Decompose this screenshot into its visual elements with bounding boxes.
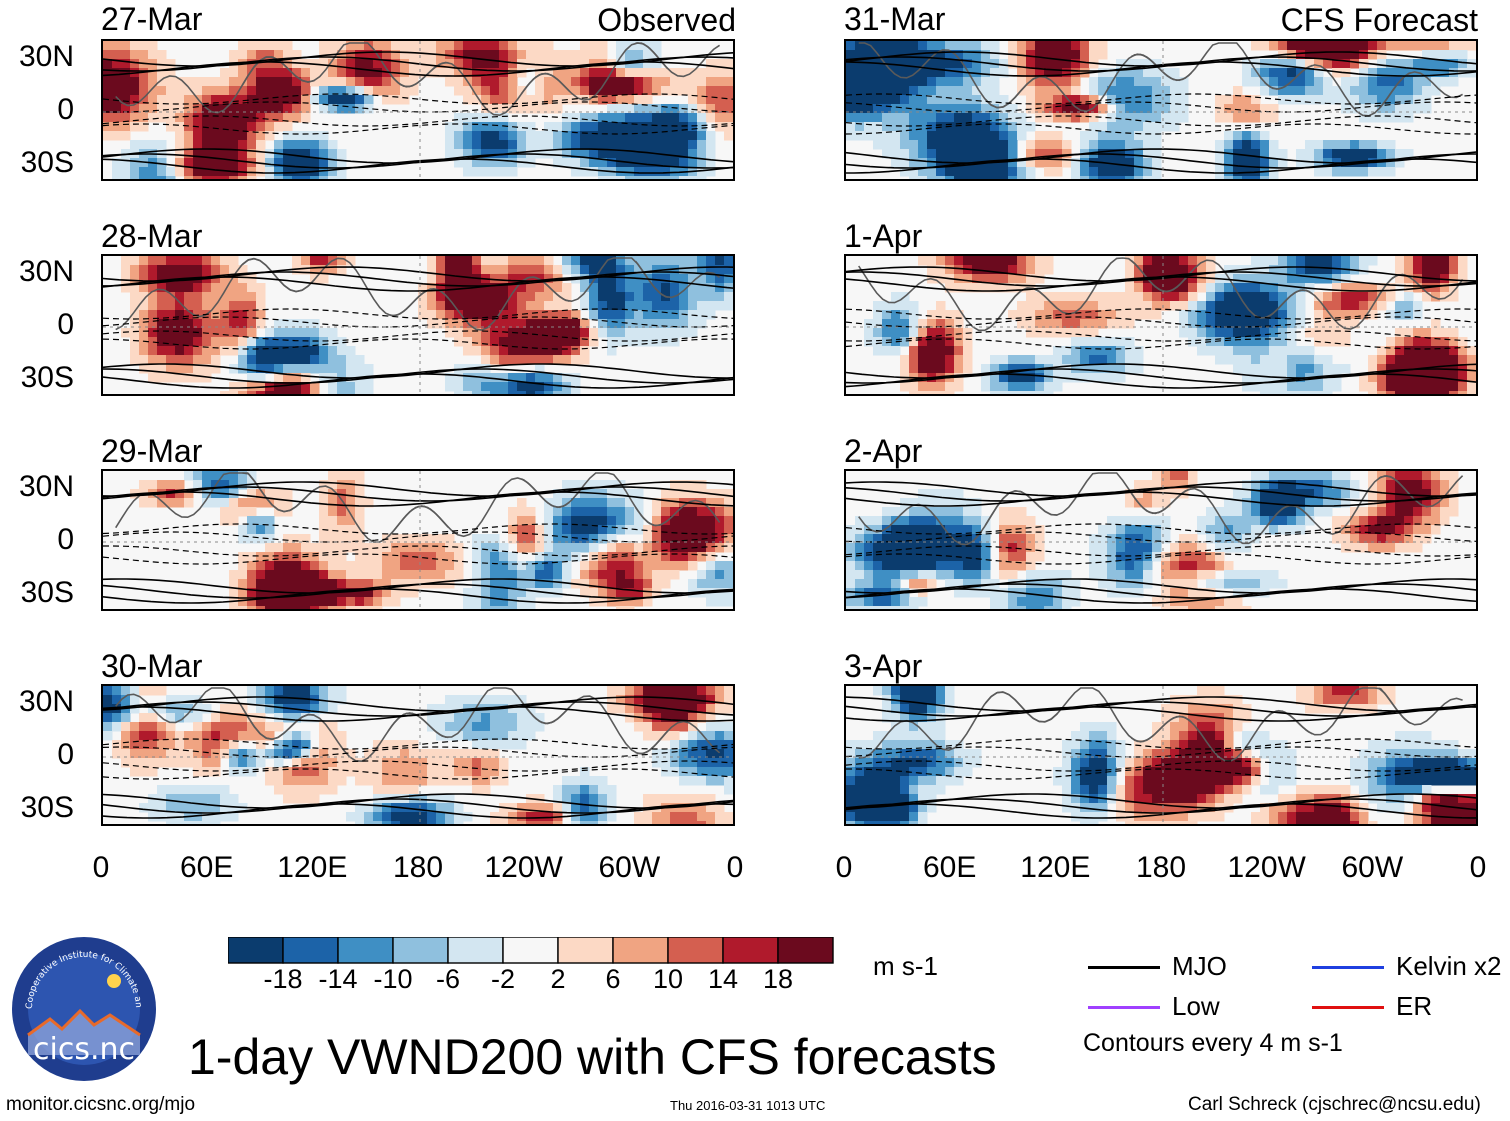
- lat-tick-label: 0: [57, 93, 74, 126]
- colorbar-tick-label: -10: [373, 964, 413, 994]
- lat-tick-label: 0: [57, 308, 74, 341]
- lon-tick-label: 60W: [1341, 851, 1404, 884]
- units-label: m s-1: [873, 951, 938, 981]
- lon-tick-label: 120E: [277, 851, 348, 884]
- colorbar-swatch: [777, 937, 834, 964]
- lat-tick-label: 30N: [18, 254, 74, 288]
- lon-tick-label: 180: [1135, 851, 1187, 884]
- lon-tick-label: 120W: [1227, 851, 1306, 884]
- map-panel-31-mar: [844, 39, 1478, 181]
- panel-date-label: 28-Mar: [101, 218, 203, 254]
- legend-line-kelvin-x2: [1312, 966, 1384, 969]
- colorbar-swatch: [612, 937, 669, 964]
- lon-tick-label: 120E: [1020, 851, 1091, 884]
- colorbar-swatch: [502, 937, 559, 964]
- lon-tick-label: 120W: [484, 851, 563, 884]
- panel-date-label: 29-Mar: [101, 433, 203, 469]
- map-panel-30-mar: [101, 684, 735, 826]
- colorbar-tick-label: 10: [652, 964, 684, 994]
- logo-text: cics.nc: [33, 1032, 135, 1067]
- observed-label: Observed: [597, 2, 736, 38]
- cicsnc-logo: Cooperative Institute for Climate and Sa…: [7, 928, 158, 1083]
- legend-line-low: [1088, 1006, 1160, 1009]
- map-panel-28-mar: [101, 254, 735, 396]
- lon-tick-label: 60E: [179, 851, 234, 884]
- website-link[interactable]: monitor.cicsnc.org/mjo: [6, 1094, 196, 1115]
- legend-label: Kelvin x2: [1396, 951, 1502, 981]
- lat-tick-label: 30S: [20, 361, 74, 395]
- map-panel-27-mar: [101, 39, 735, 181]
- colorbar-tick-label: 6: [605, 964, 621, 994]
- colorbar-swatch: [667, 937, 724, 964]
- colorbar-tick-label: -18: [263, 964, 303, 994]
- colorbar-tick-label: -2: [490, 964, 515, 994]
- lat-tick-label: 0: [57, 523, 74, 556]
- author-credit: Carl Schreck (cjschrec@ncsu.edu): [1188, 1094, 1481, 1115]
- colorbar-tick-label: 2: [550, 964, 566, 994]
- legend-line-mjo: [1088, 966, 1160, 969]
- legend-label: ER: [1396, 991, 1433, 1021]
- colorbar-swatch: [282, 937, 339, 964]
- lat-tick-label: 30S: [20, 791, 74, 825]
- lat-tick-label: 30S: [20, 146, 74, 180]
- panel-date-label: 27-Mar: [101, 1, 203, 37]
- contour-note: Contours every 4 m s-1: [1083, 1029, 1343, 1057]
- lat-tick-label: 30S: [20, 576, 74, 610]
- figure-title: 1-day VWND200 with CFS forecasts: [188, 1029, 997, 1085]
- lat-tick-label: 30N: [18, 39, 74, 73]
- lat-tick-label: 0: [57, 738, 74, 771]
- map-panel-3-apr: [844, 684, 1478, 826]
- panel-date-label: 2-Apr: [844, 433, 923, 469]
- colorbar-swatch: [392, 937, 449, 964]
- colorbar: [228, 937, 834, 964]
- colorbar-tick-label: -6: [435, 964, 460, 994]
- lon-tick-label: 0: [1469, 851, 1487, 884]
- lon-tick-label: 0: [835, 851, 853, 884]
- colorbar-tick-label: 14: [707, 964, 739, 994]
- panel-date-label: 3-Apr: [844, 648, 923, 684]
- lon-tick-label: 180: [392, 851, 444, 884]
- colorbar-tick-label: -14: [318, 964, 358, 994]
- map-panel-1-apr: [844, 254, 1478, 396]
- map-panel-2-apr: [844, 469, 1478, 611]
- lat-tick-label: 30N: [18, 469, 74, 503]
- colorbar-swatch: [722, 937, 779, 964]
- forecast-label: CFS Forecast: [1280, 2, 1478, 38]
- lon-tick-label: 60E: [922, 851, 977, 884]
- panel-date-label: 30-Mar: [101, 648, 203, 684]
- colorbar-swatch: [447, 937, 504, 964]
- legend-line-er: [1312, 1006, 1384, 1009]
- timestamp: Thu 2016-03-31 1013 UTC: [670, 1098, 826, 1113]
- colorbar-swatch: [228, 937, 284, 964]
- legend-label: MJO: [1172, 951, 1227, 981]
- panel-date-label: 31-Mar: [844, 1, 946, 37]
- lon-tick-label: 60W: [598, 851, 661, 884]
- panel-date-label: 1-Apr: [844, 218, 923, 254]
- legend-label: Low: [1172, 991, 1220, 1021]
- colorbar-swatch: [337, 937, 394, 964]
- lon-tick-label: 0: [92, 851, 110, 884]
- map-panel-29-mar: [101, 469, 735, 611]
- colorbar-swatch: [557, 937, 614, 964]
- lon-tick-label: 0: [726, 851, 744, 884]
- lat-tick-label: 30N: [18, 684, 74, 718]
- colorbar-tick-label: 18: [762, 964, 794, 994]
